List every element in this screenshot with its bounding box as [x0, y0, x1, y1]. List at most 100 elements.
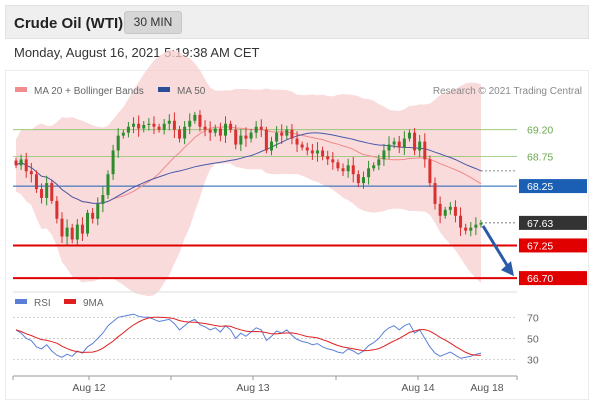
candle: [351, 156, 355, 183]
candle-body: [152, 123, 156, 127]
time-label: Aug 13: [236, 382, 269, 394]
rsi-tick-30: 30: [527, 354, 539, 366]
candle-body: [132, 123, 136, 127]
candle-body: [198, 114, 202, 127]
candle-body: [315, 150, 319, 154]
candle-body: [479, 222, 483, 225]
candle-body: [14, 160, 18, 166]
candle: [397, 135, 401, 154]
candle-body: [367, 168, 371, 178]
candle: [65, 219, 69, 245]
candle-body: [234, 129, 238, 145]
candle-body: [392, 141, 396, 145]
instrument-title: Crude Oil (WTI): [14, 15, 124, 32]
candle-body: [305, 147, 309, 151]
candle-body: [218, 128, 222, 136]
candle: [96, 197, 100, 226]
candle: [34, 170, 38, 193]
candle: [234, 124, 238, 150]
candle: [361, 171, 365, 189]
candle: [290, 124, 294, 145]
candle-body: [402, 138, 406, 148]
candle: [402, 131, 406, 155]
candle: [423, 133, 427, 168]
candle: [377, 154, 381, 171]
candle: [275, 126, 279, 149]
chart-header: Crude Oil (WTI) 30 MIN: [5, 5, 589, 39]
candle-body: [280, 132, 284, 136]
candle: [264, 126, 268, 154]
candle: [198, 110, 202, 132]
candle: [305, 142, 309, 156]
candle-body: [80, 224, 84, 234]
candle: [147, 118, 151, 131]
candle: [183, 121, 187, 145]
candle-body: [121, 132, 125, 136]
candle: [387, 136, 391, 159]
candle: [331, 151, 335, 170]
candle-body: [70, 227, 74, 240]
candle-body: [172, 120, 176, 130]
candle-body: [208, 129, 212, 133]
ma50-swatch: [158, 87, 170, 92]
candle: [382, 143, 386, 166]
candle: [91, 208, 95, 224]
candle: [459, 207, 463, 236]
candle-body: [413, 132, 417, 151]
candle: [469, 221, 473, 237]
candle: [433, 177, 437, 210]
ma20-swatch: [15, 87, 27, 92]
candle: [300, 141, 304, 151]
candle-body: [96, 203, 100, 219]
candle: [86, 209, 90, 237]
candle: [443, 206, 447, 219]
candle: [418, 135, 422, 157]
candle: [453, 200, 457, 223]
candle: [448, 202, 452, 215]
price-tags: 69.20 68.75 68.25 67.63 67.25 66.70: [519, 125, 587, 286]
candle: [244, 127, 248, 147]
candle-body: [321, 150, 325, 157]
candle-body: [443, 209, 447, 216]
candle: [19, 154, 23, 171]
candle-body: [469, 227, 473, 231]
candle-body: [290, 129, 294, 139]
timeframe-button[interactable]: 30 MIN: [124, 11, 182, 34]
candle: [259, 119, 263, 138]
candle: [326, 150, 330, 166]
candle: [310, 143, 314, 160]
price-tag-bg: [519, 238, 587, 253]
candle-body: [448, 206, 452, 210]
candle: [285, 125, 289, 140]
candle-body: [157, 126, 161, 130]
candle-body: [224, 123, 228, 136]
credit-text: Research © 2021 Trading Central: [433, 86, 582, 97]
price-tag-bg: [519, 179, 587, 194]
rsi-ma-line: [15, 316, 481, 356]
bollinger-band-fill: [16, 49, 481, 297]
candle: [75, 219, 79, 246]
candle-body: [29, 171, 33, 175]
candle: [70, 223, 74, 244]
candle-body: [40, 189, 44, 198]
candle: [218, 122, 222, 142]
rsi-ma-legend-label: 9MA: [83, 298, 104, 309]
candle: [167, 114, 171, 131]
candle-body: [86, 212, 90, 234]
candle-body: [193, 114, 197, 121]
candle-body: [464, 227, 468, 231]
candle: [224, 116, 228, 144]
candle-body: [142, 124, 146, 129]
candle: [474, 217, 478, 236]
candle-body: [60, 218, 64, 237]
candle: [249, 128, 253, 143]
candle-body: [213, 128, 217, 133]
candle: [321, 146, 325, 161]
rsi-legend-label: RSI: [34, 298, 51, 309]
candle-body: [341, 168, 345, 172]
candle-body: [336, 162, 340, 169]
candle-body: [259, 126, 263, 130]
candle-body: [269, 141, 273, 151]
candle: [295, 131, 299, 152]
candle-body: [244, 135, 248, 139]
